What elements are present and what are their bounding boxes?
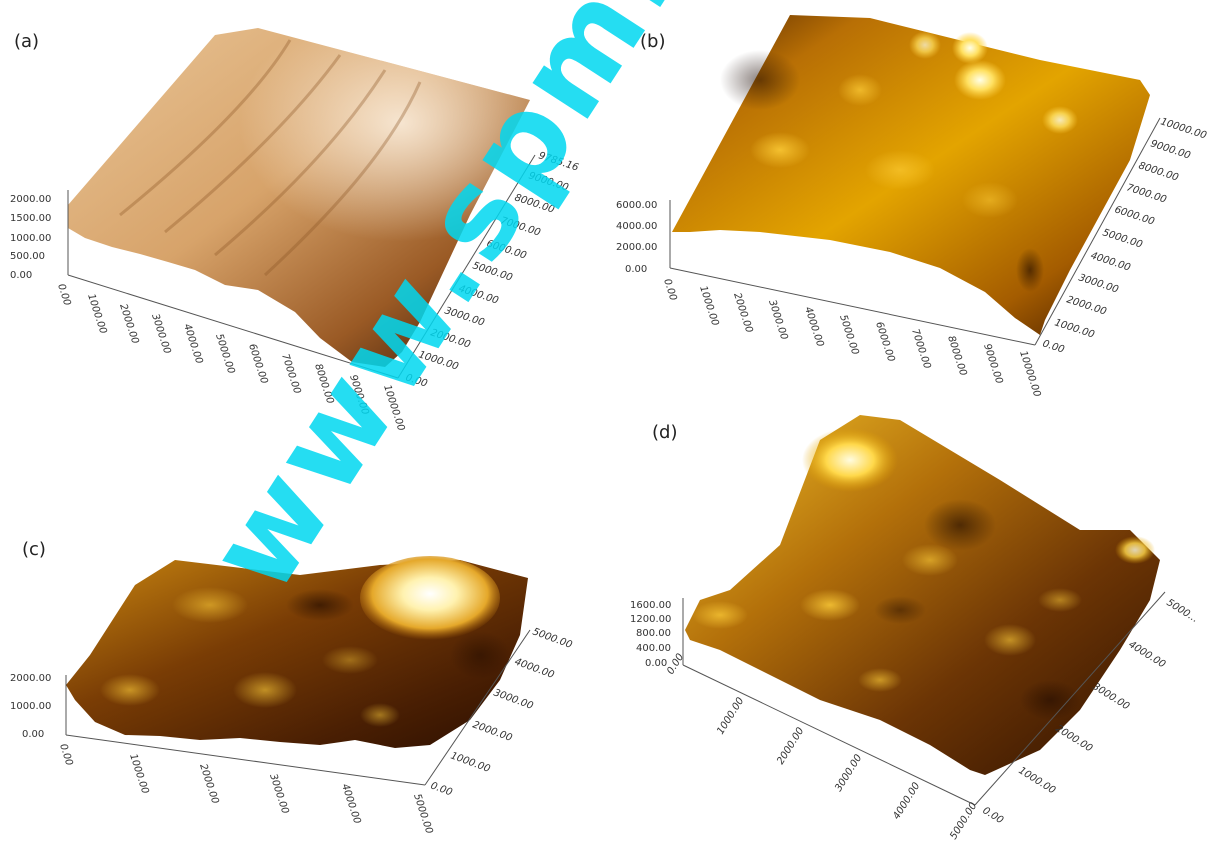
z-axis-ticks: 2000.00 1000.00 0.00: [10, 673, 51, 740]
svg-text:0.00: 0.00: [57, 743, 74, 768]
svg-text:3000.00: 3000.00: [1090, 681, 1131, 712]
x-axis-ticks: 0.00 1000.00 2000.00 3000.00 4000.00 500…: [661, 278, 1042, 399]
svg-text:800.00: 800.00: [636, 628, 671, 639]
svg-text:2000.00: 2000.00: [10, 673, 51, 684]
x-axis-ticks: 0.00 1000.00 2000.00 3000.00 4000.00 500…: [57, 743, 434, 836]
svg-text:0.00: 0.00: [10, 270, 32, 281]
panel-label: (a): [14, 31, 39, 52]
svg-text:9000.00: 9000.00: [981, 343, 1004, 386]
z-axis-ticks: 2000.00 1500.00 1000.00 500.00 0.00: [10, 194, 51, 281]
panel-label: (d): [652, 422, 677, 443]
svg-text:5000.00: 5000.00: [1101, 227, 1144, 250]
svg-text:1000.00: 1000.00: [697, 285, 720, 328]
svg-text:0.00: 0.00: [22, 729, 44, 740]
svg-text:1000.00: 1000.00: [715, 696, 746, 737]
svg-text:0.00: 0.00: [55, 283, 72, 308]
surface-ridges: [119, 39, 422, 277]
svg-text:0.00: 0.00: [645, 658, 667, 669]
svg-text:3000.00: 3000.00: [267, 773, 290, 816]
svg-text:5000.00: 5000.00: [411, 793, 434, 836]
svg-text:400.00: 400.00: [636, 643, 671, 654]
panel-label: (b): [640, 31, 665, 52]
panel-b: (b) 6000.00 4000.00 2000.00 0.00 0.00 10…: [616, 15, 1208, 398]
surface-bumps: [100, 587, 510, 727]
svg-text:1000.00: 1000.00: [1053, 317, 1096, 340]
svg-text:8000.00: 8000.00: [1137, 160, 1180, 183]
svg-text:5000.00: 5000.00: [531, 626, 574, 650]
svg-text:10000.00: 10000.00: [1017, 350, 1042, 399]
svg-text:1600.00: 1600.00: [630, 600, 671, 611]
svg-text:1000.00: 1000.00: [449, 750, 492, 774]
svg-text:5000.00: 5000.00: [837, 314, 860, 357]
svg-text:4000.00: 4000.00: [1126, 639, 1167, 670]
svg-text:5000...: 5000...: [1164, 597, 1200, 625]
svg-text:3000.00: 3000.00: [833, 753, 864, 794]
surface-bumps: [720, 31, 1078, 292]
svg-text:4000.00: 4000.00: [1089, 250, 1132, 273]
svg-text:10000.00: 10000.00: [1159, 116, 1208, 141]
surface-bumps: [692, 499, 1155, 720]
afm-surface-d: [685, 415, 1160, 775]
svg-text:5000.00: 5000.00: [948, 801, 979, 842]
svg-text:1000.00: 1000.00: [127, 753, 150, 796]
panel-label: (c): [22, 539, 46, 560]
svg-text:1000.00: 1000.00: [10, 233, 51, 244]
svg-text:3000.00: 3000.00: [766, 299, 789, 342]
svg-text:1200.00: 1200.00: [630, 614, 671, 625]
svg-text:6000.00: 6000.00: [246, 343, 269, 386]
svg-text:1500.00: 1500.00: [10, 213, 51, 224]
panel-d: (d) 1600.00 1200.00 800.00 400.00 0.00 0…: [630, 415, 1200, 842]
svg-text:7000.00: 7000.00: [909, 328, 932, 371]
svg-text:4000.00: 4000.00: [339, 783, 362, 826]
svg-text:7000.00: 7000.00: [1125, 182, 1168, 205]
svg-text:6000.00: 6000.00: [1113, 204, 1156, 227]
svg-text:0.00: 0.00: [661, 278, 678, 303]
svg-text:3000.00: 3000.00: [149, 313, 172, 356]
svg-text:4000.00: 4000.00: [891, 781, 922, 822]
svg-text:6000.00: 6000.00: [873, 321, 896, 364]
svg-text:2000.00: 2000.00: [197, 763, 220, 806]
z-axis-ticks: 6000.00 4000.00 2000.00 0.00: [616, 200, 657, 275]
svg-text:0.00: 0.00: [625, 264, 647, 275]
svg-text:0.00: 0.00: [1041, 338, 1066, 355]
svg-text:4000.00: 4000.00: [513, 656, 556, 680]
svg-text:2000.00: 2000.00: [471, 719, 514, 743]
svg-text:0.00: 0.00: [429, 780, 454, 798]
svg-text:2000.00: 2000.00: [731, 292, 754, 335]
svg-text:4000.00: 4000.00: [802, 306, 825, 349]
svg-text:2000.00: 2000.00: [117, 303, 140, 346]
svg-text:3000.00: 3000.00: [492, 687, 535, 711]
svg-text:4000.00: 4000.00: [616, 221, 657, 232]
svg-text:1000.00: 1000.00: [10, 701, 51, 712]
svg-text:4000.00: 4000.00: [181, 323, 204, 366]
svg-text:2000.00: 2000.00: [616, 242, 657, 253]
svg-text:2000.00: 2000.00: [1065, 294, 1108, 317]
z-axis-ticks: 1600.00 1200.00 800.00 400.00 0.00: [630, 600, 671, 669]
svg-text:1000.00: 1000.00: [85, 293, 108, 336]
svg-text:2000.00: 2000.00: [10, 194, 51, 205]
svg-text:1000.00: 1000.00: [1016, 765, 1057, 796]
svg-text:500.00: 500.00: [10, 251, 45, 262]
svg-text:9000.00: 9000.00: [1149, 138, 1192, 161]
panel-a: (a) 2000.00 1500.00 1000.00 500.00 0.00 …: [10, 28, 580, 432]
svg-text:6000.00: 6000.00: [616, 200, 657, 211]
svg-text:5000.00: 5000.00: [213, 333, 236, 376]
svg-text:8000.00: 8000.00: [945, 335, 968, 378]
svg-text:3000.00: 3000.00: [1077, 272, 1120, 295]
svg-text:2000.00: 2000.00: [1053, 723, 1094, 754]
svg-text:0.00: 0.00: [980, 805, 1005, 826]
svg-text:2000.00: 2000.00: [775, 726, 806, 767]
